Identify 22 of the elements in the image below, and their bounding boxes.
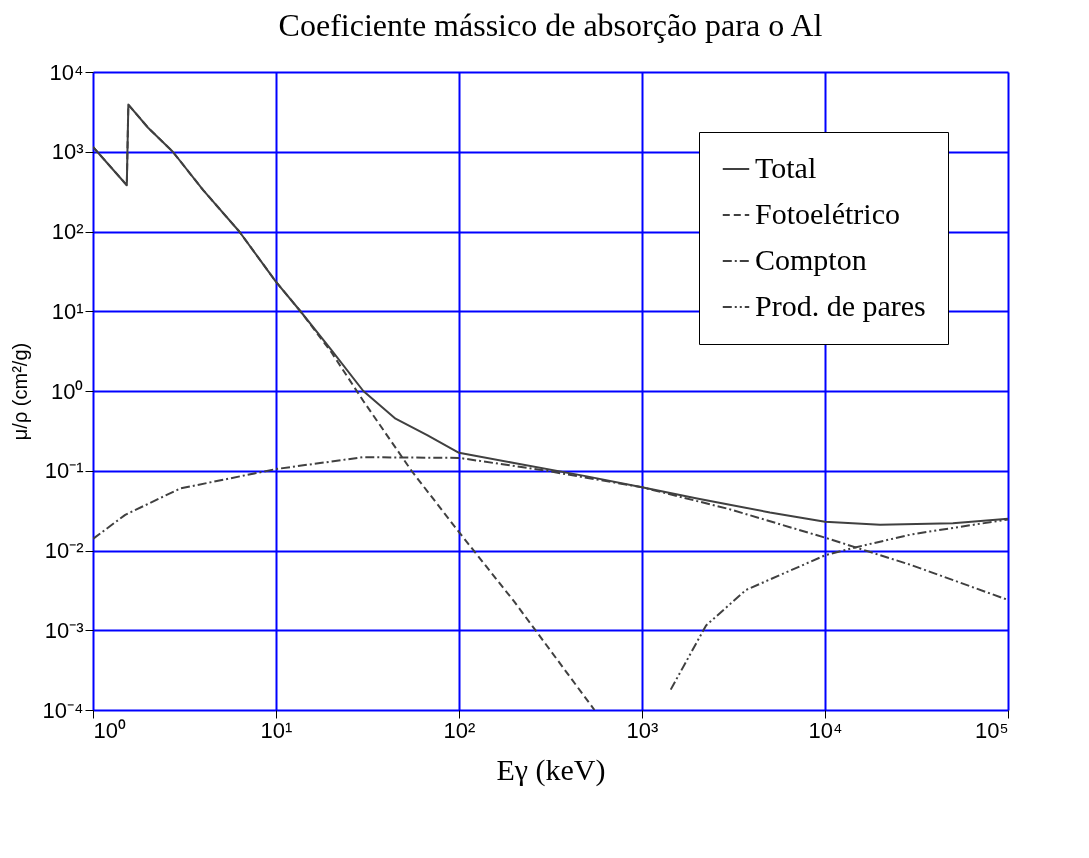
- y-tick-label: 10⁴: [49, 59, 84, 85]
- y-tick-label: 10³: [51, 139, 84, 165]
- legend-label: Compton: [755, 243, 867, 276]
- y-tick-label: 10⁻²: [44, 538, 84, 563]
- chart-title: Coeficiente mássico de absorção para o Al: [278, 7, 823, 43]
- x-tick-label: 10³: [626, 717, 659, 743]
- y-tick-label: 10⁻¹: [44, 458, 84, 484]
- x-tick-label: 10⁴: [808, 717, 843, 743]
- legend-label: Prod. de pares: [755, 289, 926, 322]
- y-tick-label: 10⁻³: [44, 617, 84, 643]
- legend-label: Total: [755, 151, 817, 184]
- y-tick-label: 10²: [51, 219, 84, 244]
- legend-label: Fotoelétrico: [755, 197, 900, 230]
- y-axis-title: μ/ρ (cm²/g): [8, 342, 31, 441]
- x-tick-label: 10⁰: [93, 717, 126, 743]
- x-tick-label: 10¹: [260, 717, 293, 743]
- x-tick-label: 10²: [443, 717, 476, 743]
- x-tick-label: 10⁵: [974, 717, 1009, 743]
- y-tick-label: 10⁰: [51, 378, 84, 404]
- y-tick-label: 10¹: [51, 298, 84, 324]
- x-axis-title: Eγ (keV): [496, 752, 606, 787]
- y-tick-label: 10⁻⁴: [42, 697, 84, 723]
